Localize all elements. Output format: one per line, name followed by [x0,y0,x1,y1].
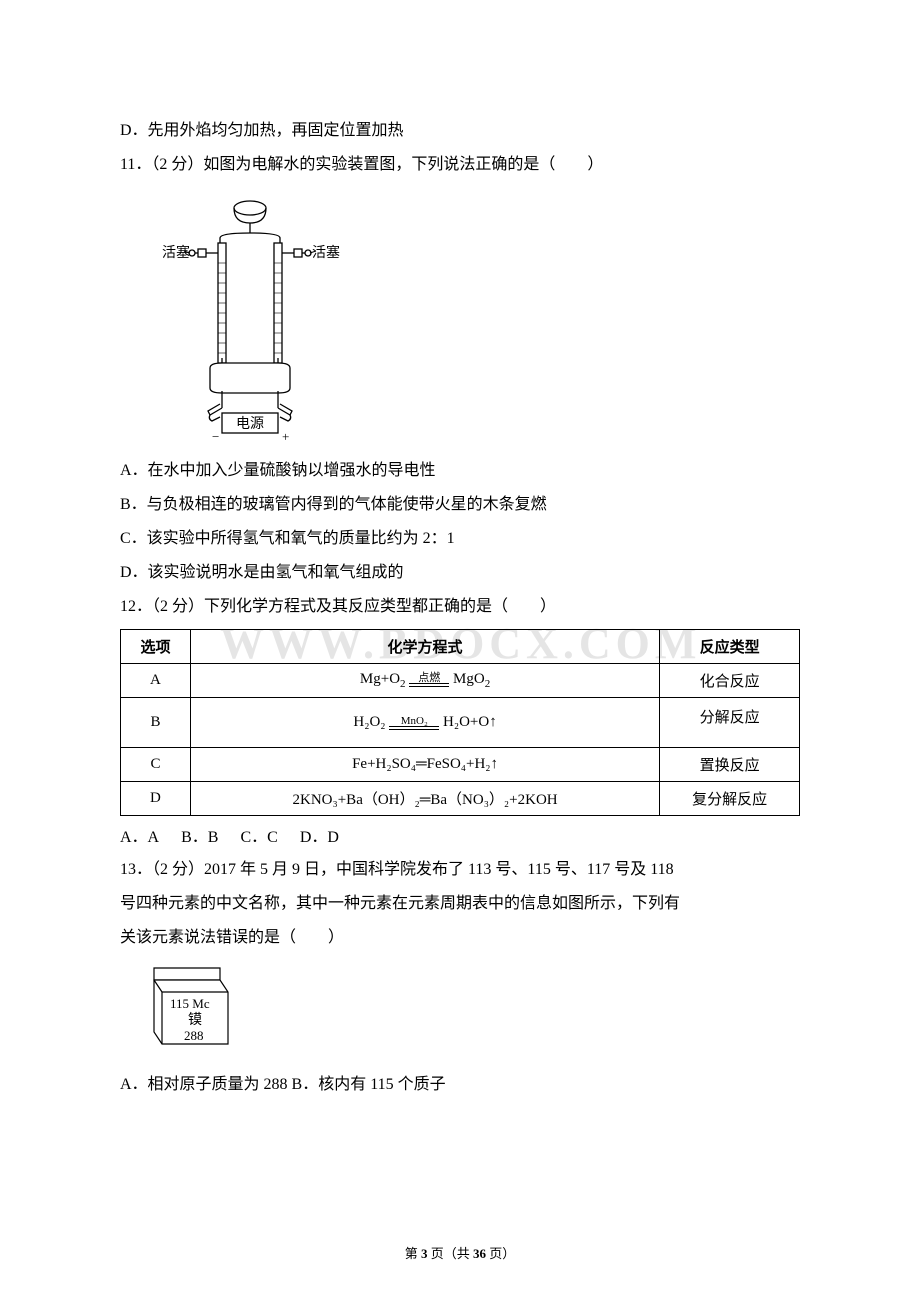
q11-stem: 11．（2 分）如图为电解水的实验装置图，下列说法正确的是（ ） [120,149,800,181]
element-num-sym: 115 Mc [170,996,210,1011]
label-left-valve: 活塞 [162,244,190,261]
q11-figure: 活塞 活塞 电源 − + [150,193,800,443]
cell-eq: 2KNO₃+Ba（OH）₂═Ba（NO₃）₂+2KOH [190,782,659,816]
table-row: D 2KNO₃+Ba（OH）₂═Ba（NO₃）₂+2KOH 复分解反应 [121,782,800,816]
cell-type: 复分解反应 [660,782,800,816]
cell-type: 置换反应 [660,748,800,782]
reaction-arrow: MnO₂ [389,716,439,730]
cell-opt: D [121,782,191,816]
choice-a: A．A [120,829,159,846]
choice-b: B．B [181,829,218,846]
label-right-valve: 活塞 [312,244,340,261]
q13-stem-3: 关该元素说法错误的是（ ） [120,922,800,954]
electrolysis-diagram: 活塞 活塞 电源 − + [150,193,350,443]
page-footer: 第 3 页（共 36 页） [0,1243,920,1262]
label-plus: + [282,429,289,443]
periodic-element-icon: 115 Mc 镆 288 [140,964,240,1054]
cell-eq: Mg+O2 点燃 MgO2 [190,664,659,698]
footer-suffix: 页） [486,1246,515,1261]
choice-d: D．D [300,829,339,846]
cell-eq: H₂O₂ MnO₂ H₂O+O↑ [190,698,659,748]
q13-stem-1: 13．（2 分）2017 年 5 月 9 日，中国科学院发布了 113 号、11… [120,854,800,886]
q13-stem-2: 号四种元素的中文名称，其中一种元素在元素周期表中的信息如图所示，下列有 [120,888,800,920]
footer-prefix: 第 [405,1246,421,1261]
th-option: 选项 [121,630,191,664]
q10-option-d: D．先用外焰均匀加热，再固定位置加热 [120,115,800,147]
element-name: 镆 [188,1012,202,1028]
cell-opt: B [121,698,191,748]
cell-eq: Fe+H₂SO₄═FeSO₄+H₂↑ [190,748,659,782]
cell-type: 分解反应 [660,698,800,748]
footer-mid: 页（共 [427,1246,473,1261]
label-power: 电源 [236,416,264,432]
th-equation: 化学方程式 [190,630,659,664]
cell-type: 化合反应 [660,664,800,698]
q11-option-b: B．与负极相连的玻璃管内得到的气体能使带火星的木条复燃 [120,489,800,521]
q13-option-ab: A．相对原子质量为 288 B．核内有 115 个质子 [120,1069,800,1101]
table-row: C Fe+H₂SO₄═FeSO₄+H₂↑ 置换反应 [121,748,800,782]
q12-stem: 12．（2 分）下列化学方程式及其反应类型都正确的是（ ） [120,591,800,623]
cell-opt: C [121,748,191,782]
table-header-row: 选项 化学方程式 反应类型 [121,630,800,664]
element-mass: 288 [184,1028,204,1043]
eq-left: H₂O₂ [353,714,385,730]
eq-sub: 2 [400,678,406,690]
q12-table: 选项 化学方程式 反应类型 A Mg+O2 点燃 MgO2 化合反应 B H₂O… [120,629,800,816]
reaction-arrow: 点燃 [409,673,449,687]
eq-left: Mg+O [360,671,400,687]
table-row: A Mg+O2 点燃 MgO2 化合反应 [121,664,800,698]
choice-c: C．C [240,829,277,846]
q11-option-d: D．该实验说明水是由氢气和氧气组成的 [120,557,800,589]
label-minus: − [212,429,219,443]
q13-element-figure: 115 Mc 镆 288 [140,964,800,1059]
eq-right: H₂O+O↑ [443,714,497,730]
footer-total: 36 [473,1246,486,1261]
cell-opt: A [121,664,191,698]
q12-choices: A．A B．B C．C D．D [120,822,800,854]
eq-sub: 2 [485,678,491,690]
th-type: 反应类型 [660,630,800,664]
eq-right: MgO [453,671,485,687]
table-row: B H₂O₂ MnO₂ H₂O+O↑ 分解反应 [121,698,800,748]
q11-option-a: A．在水中加入少量硫酸钠以增强水的导电性 [120,455,800,487]
q11-option-c: C．该实验中所得氢气和氧气的质量比约为 2：1 [120,523,800,555]
